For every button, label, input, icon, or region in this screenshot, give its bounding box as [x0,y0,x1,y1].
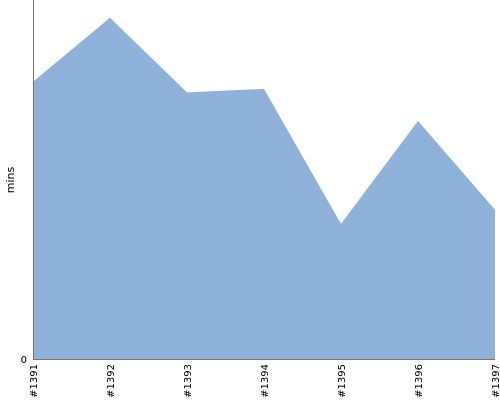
x-tick-label: #1395 [337,364,348,398]
x-tick-label: #1397 [491,364,500,398]
data-point-1394 [261,86,267,92]
x-tick-label: #1392 [106,364,117,398]
data-point-1392 [107,15,113,21]
x-tick-label: #1393 [183,364,194,398]
series-area [33,17,495,360]
x-tick-label: #1391 [29,364,40,398]
x-tick-label: #1394 [260,364,271,398]
x-tick-label: #1396 [414,364,425,398]
data-point-1396 [415,118,421,124]
data-point-1393 [184,89,190,95]
y-tick-label: 0 [21,355,27,366]
y-axis-title: mins [4,166,17,193]
data-point-1397 [492,207,498,213]
data-point-1395 [338,221,344,227]
